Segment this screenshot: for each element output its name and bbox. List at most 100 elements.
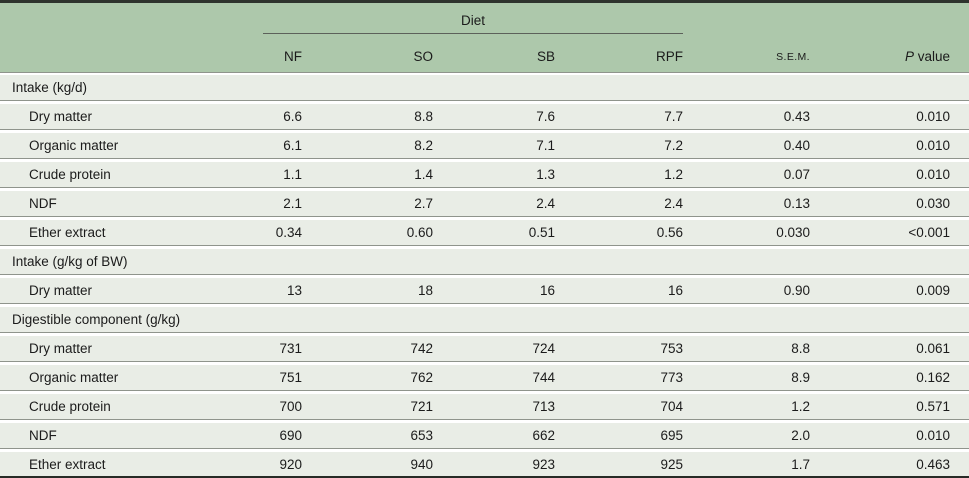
sem-cell: 0.43	[783, 109, 810, 124]
table-row: Dry matter 731 742 724 753 8.8 0.061	[0, 336, 969, 362]
value-cell: 751	[279, 370, 302, 385]
p-value-rest: value	[913, 48, 950, 64]
column-header-row: NF SO SB RPF S.E.M. P value	[0, 34, 969, 72]
value-cell: 2.4	[536, 196, 555, 211]
section-label: Digestible component (g/kg)	[12, 312, 181, 327]
value-cell: 8.8	[414, 109, 433, 124]
value-cell: 1.2	[664, 167, 683, 182]
value-cell: 695	[660, 428, 683, 443]
sem-cell: 8.8	[791, 341, 810, 356]
value-cell: 7.7	[664, 109, 683, 124]
pvalue-cell: 0.571	[916, 399, 950, 414]
table-row: NDF 690 653 662 695 2.0 0.010	[0, 423, 969, 449]
value-cell: 0.56	[656, 225, 683, 240]
value-cell: 925	[660, 456, 683, 472]
value-cell: 923	[532, 456, 555, 472]
section-label: Intake (g/kg of BW)	[12, 254, 128, 269]
pvalue-cell: 0.010	[916, 138, 950, 153]
value-cell: 13	[286, 283, 302, 298]
value-cell: 2.1	[283, 196, 302, 211]
value-cell: 0.34	[275, 225, 302, 240]
column-header-so: SO	[413, 48, 433, 64]
pvalue-cell: 0.030	[916, 196, 950, 211]
value-cell: 762	[410, 370, 433, 385]
pvalue-cell: 0.010	[916, 109, 950, 124]
sem-cell: 1.7	[791, 456, 810, 472]
column-header-sem: S.E.M.	[776, 50, 810, 63]
row-label: Ether extract	[29, 225, 106, 240]
column-header-pvalue: P value	[810, 48, 950, 64]
column-header-sb: SB	[536, 48, 555, 64]
section-row: Intake (kg/d)	[0, 75, 969, 101]
diet-group-header: Diet	[263, 13, 683, 34]
row-label: NDF	[29, 196, 57, 211]
row-label: Ether extract	[29, 456, 106, 472]
value-cell: 690	[279, 428, 302, 443]
table-row: Crude protein 700 721 713 704 1.2 0.571	[0, 394, 969, 420]
row-label: NDF	[29, 428, 57, 443]
row-label: Crude protein	[29, 399, 111, 414]
value-cell: 940	[410, 456, 433, 472]
row-label: Dry matter	[29, 109, 93, 124]
value-cell: 721	[410, 399, 433, 414]
value-cell: 8.2	[414, 138, 433, 153]
table-header: Diet NF SO SB RPF S.E.M. P value	[0, 0, 969, 73]
sem-cell: 0.40	[783, 138, 810, 153]
value-cell: 16	[539, 283, 555, 298]
value-cell: 18	[417, 283, 433, 298]
sem-cell: 0.13	[783, 196, 810, 211]
diet-group-row: Diet	[0, 3, 969, 34]
table-row: Organic matter 751 762 744 773 8.9 0.162	[0, 365, 969, 391]
value-cell: 1.3	[536, 167, 555, 182]
value-cell: 920	[279, 456, 302, 472]
row-label: Organic matter	[29, 138, 119, 153]
row-label: Organic matter	[29, 370, 119, 385]
column-header-nf: NF	[284, 48, 302, 64]
pvalue-cell: 0.061	[916, 341, 950, 356]
value-cell: 662	[532, 428, 555, 443]
value-cell: 753	[660, 341, 683, 356]
table-row: Organic matter 6.1 8.2 7.1 7.2 0.40 0.010	[0, 133, 969, 159]
table-body: Intake (kg/d) Dry matter 6.6 8.8 7.6 7.7 0.43 0…	[0, 73, 969, 478]
sem-cell: 2.0	[791, 428, 810, 443]
row-label: Dry matter	[29, 341, 93, 356]
value-cell: 773	[660, 370, 683, 385]
table-row: Crude protein 1.1 1.4 1.3 1.2 0.07 0.010	[0, 162, 969, 188]
pvalue-cell: 0.010	[916, 167, 950, 182]
table-row: Ether extract 0.34 0.60 0.51 0.56 0.030 <0.001	[0, 220, 969, 246]
value-cell: 742	[410, 341, 433, 356]
value-cell: 7.6	[536, 109, 555, 124]
pvalue-cell: 0.463	[916, 456, 950, 472]
value-cell: 653	[410, 428, 433, 443]
sem-cell: 0.07	[783, 167, 810, 182]
table-row: NDF 2.1 2.7 2.4 2.4 0.13 0.030	[0, 191, 969, 217]
column-header-rpf: RPF	[656, 48, 683, 64]
value-cell: 16	[667, 283, 683, 298]
pvalue-cell: 0.010	[916, 428, 950, 443]
value-cell: 744	[532, 370, 555, 385]
value-cell: 2.4	[664, 196, 683, 211]
sem-cell: 0.90	[783, 283, 810, 298]
value-cell: 731	[279, 341, 302, 356]
value-cell: 704	[660, 399, 683, 414]
table-row: Dry matter 13 18 16 16 0.90 0.009	[0, 278, 969, 304]
table-row: Dry matter 6.6 8.8 7.6 7.7 0.43 0.010	[0, 104, 969, 130]
section-row: Intake (g/kg of BW)	[0, 249, 969, 275]
p-value-italic-p: P	[904, 48, 914, 64]
value-cell: 7.2	[664, 138, 683, 153]
pvalue-cell: 0.009	[916, 283, 950, 298]
value-cell: 0.51	[528, 225, 555, 240]
section-label: Intake (kg/d)	[12, 80, 88, 95]
sem-cell: 1.2	[791, 399, 810, 414]
value-cell: 724	[532, 341, 555, 356]
value-cell: 2.7	[414, 196, 433, 211]
row-label: Dry matter	[29, 283, 93, 298]
section-row: Digestible component (g/kg)	[0, 307, 969, 333]
pvalue-cell: <0.001	[908, 225, 950, 240]
value-cell: 7.1	[536, 138, 555, 153]
value-cell: 6.1	[283, 138, 302, 153]
value-cell: 6.6	[283, 109, 302, 124]
row-label: Crude protein	[29, 167, 111, 182]
table-row: Ether extract 920 940 923 925 1.7 0.463	[0, 452, 969, 478]
